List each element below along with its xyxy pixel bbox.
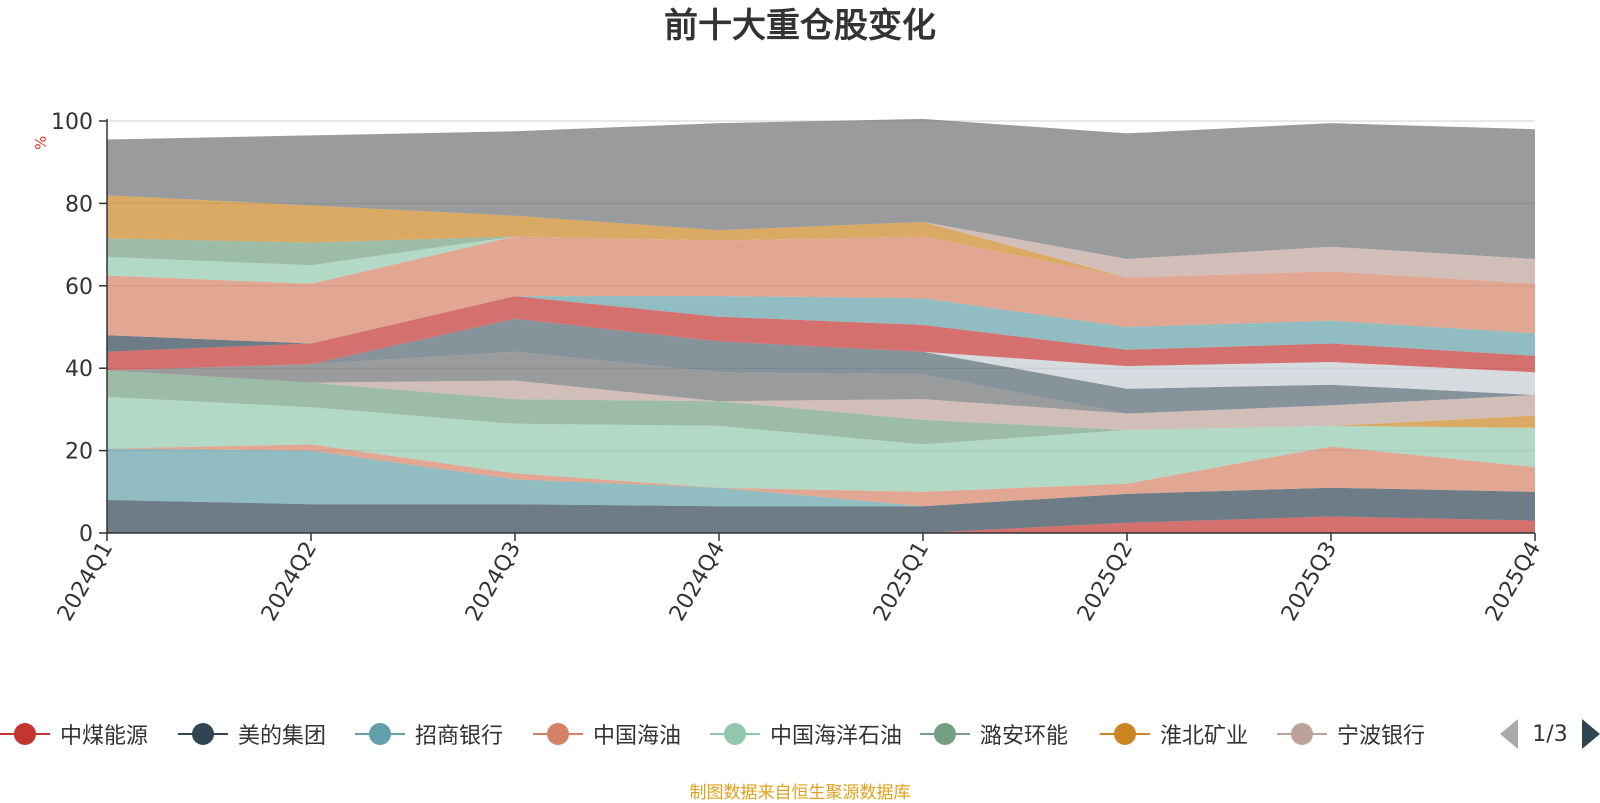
area-series-11[interactable] (107, 296, 1535, 373)
x-tick-label: 2025Q1 (869, 538, 934, 626)
legend-label: 中国海油 (593, 724, 682, 749)
x-tick-label: 2024Q3 (461, 538, 526, 626)
area-series-2[interactable] (107, 448, 1535, 507)
legend-marker-dot (369, 723, 391, 745)
area-series-3[interactable] (107, 444, 1535, 507)
legend-marker-icon (0, 722, 50, 746)
legend-pager: 1/3 (1500, 716, 1600, 752)
legend-marker-dot (724, 723, 746, 745)
area-series-17[interactable] (107, 195, 1535, 284)
x-tick-label: 2025Q2 (1073, 538, 1138, 626)
area-series-7[interactable] (107, 370, 1535, 430)
legend-marker-dot (934, 723, 956, 745)
legend-item[interactable]: 中国海油 (533, 716, 681, 752)
legend-label: 招商银行 (415, 724, 504, 749)
area-series-18[interactable] (107, 195, 1535, 284)
legend-label: 中国海洋石油 (770, 724, 903, 749)
x-tick-label: 2024Q2 (257, 538, 322, 626)
legend-item[interactable]: 美的集团 (178, 716, 326, 752)
legend-label: 潞安环能 (980, 724, 1069, 749)
area-layer (107, 118, 1535, 534)
legend-marker-icon (1100, 722, 1150, 746)
legend-prev-icon[interactable] (1500, 719, 1518, 749)
area-series-8[interactable] (107, 351, 1535, 414)
legend-item[interactable]: 招商银行 (355, 716, 503, 752)
legend-label: 美的集团 (238, 724, 327, 749)
x-tick-label: 2025Q3 (1277, 538, 1342, 626)
area-series-14[interactable] (107, 236, 1535, 344)
legend-marker-dot (1114, 723, 1136, 745)
legend-marker-icon (710, 722, 760, 746)
legend-marker-icon (920, 722, 970, 746)
area-series-0[interactable] (107, 516, 1535, 534)
legend-item[interactable]: 中国海洋石油 (710, 716, 902, 752)
y-tick-label: 40 (65, 357, 93, 382)
legend-next-icon[interactable] (1582, 719, 1600, 749)
legend-item[interactable]: 中煤能源 (0, 716, 148, 752)
area-series-4[interactable] (107, 397, 1535, 492)
y-axis-unit: % (32, 135, 50, 150)
legend-item[interactable]: 潞安环能 (920, 716, 1068, 752)
area-series-19[interactable] (107, 118, 1535, 260)
y-tick-label: 0 (79, 522, 93, 547)
legend-label: 中煤能源 (60, 724, 149, 749)
y-tick-label: 60 (65, 275, 93, 300)
legend-item[interactable]: 淮北矿业 (1100, 716, 1248, 752)
legend-marker-dot (192, 723, 214, 745)
y-tick-label: 20 (65, 440, 93, 465)
legend-item[interactable]: 宁波银行 (1277, 716, 1425, 752)
legend-marker-icon (355, 722, 405, 746)
x-tick-label: 2024Q1 (53, 538, 118, 626)
legend-marker-dot (547, 723, 569, 745)
area-series-12[interactable] (107, 296, 1535, 356)
x-tick-label: 2025Q4 (1481, 538, 1546, 626)
area-series-6[interactable] (107, 370, 1535, 430)
area-series-9[interactable] (107, 318, 1535, 414)
y-tick-label: 80 (65, 192, 93, 217)
chart-title: 前十大重仓股变化 (664, 6, 936, 46)
area-series-15[interactable] (107, 236, 1535, 284)
y-tick-label: 100 (51, 110, 93, 135)
legend-marker-icon (178, 722, 228, 746)
legend-label: 宁波银行 (1337, 724, 1426, 749)
area-series-1[interactable] (107, 487, 1535, 533)
legend-label: 淮北矿业 (1160, 724, 1249, 749)
legend-marker-icon (1277, 722, 1327, 746)
x-tick-label: 2024Q4 (665, 538, 730, 626)
data-source-note: 制图数据来自恒生聚源数据库 (689, 783, 911, 803)
legend-page-indicator: 1/3 (1532, 721, 1568, 747)
area-series-5[interactable] (107, 370, 1535, 445)
area-series-10[interactable] (107, 318, 1535, 395)
legend-marker-dot (14, 723, 36, 745)
legend-marker-dot (1291, 723, 1313, 745)
legend-marker-icon (533, 722, 583, 746)
legend: 中煤能源 美的集团 招商银行 中国海油 中国海洋石油 潞安环能 淮北矿业 宁波银行 (0, 716, 1480, 752)
